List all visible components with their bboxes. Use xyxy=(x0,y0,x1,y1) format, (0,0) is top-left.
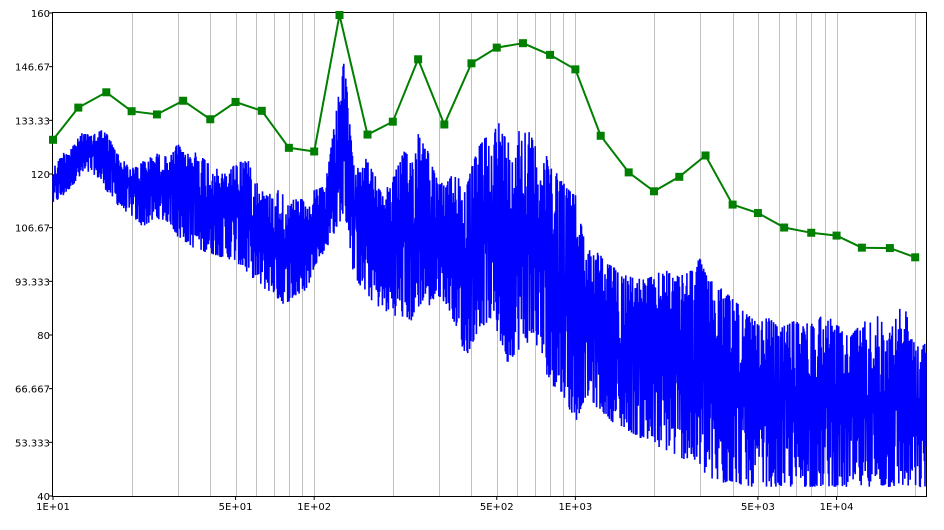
green-series-marker xyxy=(857,243,866,252)
x-tick-label: 5E+03 xyxy=(741,502,775,513)
green-series-marker xyxy=(152,110,161,119)
y-tick-label: 80 xyxy=(37,331,50,342)
plot-area-frame xyxy=(52,12,927,497)
green-series-marker xyxy=(546,50,555,59)
green-series-marker xyxy=(414,55,423,64)
green-series-marker xyxy=(753,209,762,218)
green-series-marker xyxy=(467,59,476,68)
y-tick-label: 133.33 xyxy=(15,116,50,127)
green-series-marker xyxy=(650,187,659,196)
green-series-marker xyxy=(832,231,841,240)
green-series-marker xyxy=(257,106,266,115)
green-series-marker xyxy=(388,117,397,126)
y-tick-label: 93.333 xyxy=(15,277,50,288)
green-series-marker xyxy=(571,65,580,74)
y-tick-label: 160 xyxy=(31,9,50,20)
green-series-marker xyxy=(102,88,111,97)
green-series-marker xyxy=(440,120,449,129)
y-tick-label: 106.67 xyxy=(15,224,50,235)
green-series-marker xyxy=(310,147,319,156)
y-tick-label: 53.333 xyxy=(15,438,50,449)
green-series-marker xyxy=(701,151,710,160)
green-series-marker xyxy=(780,223,789,232)
green-series-marker xyxy=(74,103,83,112)
y-tick-label: 66.667 xyxy=(15,385,50,396)
green-series-marker xyxy=(206,115,215,124)
y-tick-label: 146.67 xyxy=(15,63,50,74)
green-series-marker xyxy=(885,244,894,253)
green-series-line xyxy=(52,14,916,259)
green-series-marker xyxy=(49,135,57,144)
green-series-marker xyxy=(675,172,684,181)
blue-series-line xyxy=(52,63,927,488)
green-series-marker xyxy=(492,43,501,52)
x-tick-label: 1E+02 xyxy=(297,502,331,513)
x-tick-label: 5E+01 xyxy=(219,502,253,513)
green-series-marker xyxy=(807,228,816,237)
green-series-marker xyxy=(231,97,240,106)
series-layer xyxy=(49,11,927,488)
x-tick-label: 1E+04 xyxy=(820,502,854,513)
green-series-marker xyxy=(179,96,188,105)
x-axis-ticks: 1E+01 5E+01 1E+02 5E+02 1E+03 5E+03 1E+04 xyxy=(36,496,853,513)
x-tick-label: 1E+01 xyxy=(36,502,70,513)
y-axis-ticks: 40 53.333 66.667 80 93.333 106.67 120 133.33 146… xyxy=(15,9,53,503)
green-series-marker xyxy=(596,131,605,140)
green-series-marker xyxy=(911,253,920,262)
y-tick-label: 40 xyxy=(37,492,50,503)
x-tick-label: 1E+03 xyxy=(558,502,592,513)
green-series-marker xyxy=(335,11,344,20)
green-series-marker xyxy=(363,130,372,139)
green-series-marker xyxy=(284,143,293,152)
y-tick-label: 120 xyxy=(31,170,50,181)
x-tick-label: 5E+02 xyxy=(480,502,514,513)
green-series-marker xyxy=(518,39,527,48)
green-series-marker xyxy=(728,200,737,209)
green-series-marker xyxy=(127,107,136,116)
green-series-marker xyxy=(624,168,633,177)
